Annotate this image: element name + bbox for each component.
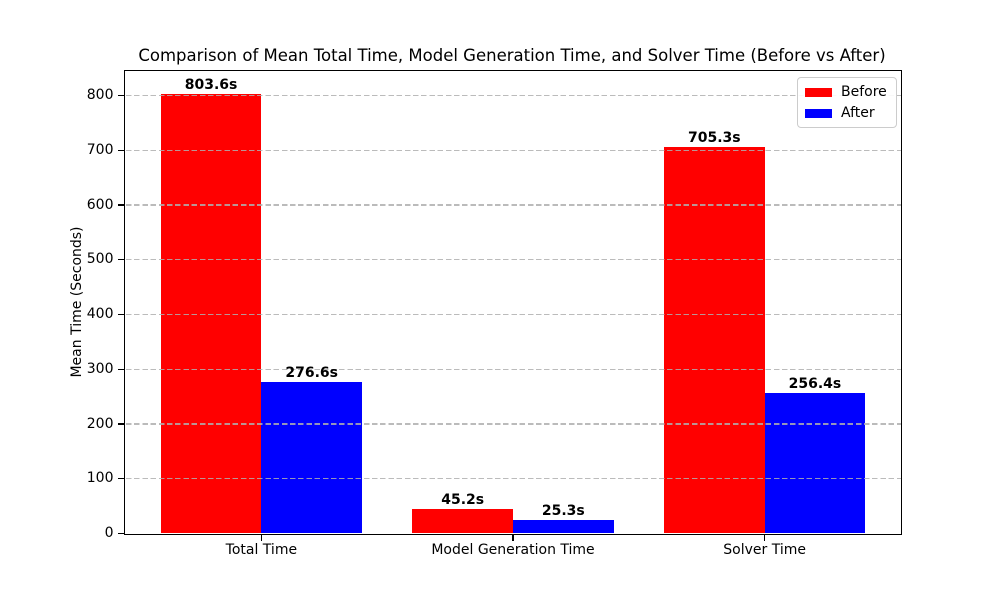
y-tick-label-700: 700 [86,141,114,158]
grid-line-600 [125,204,901,206]
y-tick-mark-400 [118,313,124,316]
grid-line-800 [125,94,901,97]
bar-value-label-before-total-time: 803.6s [184,76,238,93]
bar-value-label-after-solver-time: 256.4s [788,376,842,393]
y-tick-label-100: 100 [86,470,114,487]
grid-line-400 [125,313,901,316]
y-tick-label-400: 400 [86,306,114,323]
y-tick-mark-600 [118,204,124,206]
x-tick-label-total-time: Total Time [225,541,298,558]
legend-label-before: Before [841,84,887,100]
y-tick-label-800: 800 [86,87,114,104]
legend-entry-after: After [805,105,888,121]
y-tick-label-500: 500 [86,251,114,268]
bar-after-solver-time [764,393,866,534]
legend: Before After [797,77,897,128]
chart-title: Comparison of Mean Total Time, Model Gen… [138,46,886,65]
bar-after-model-generation-time [513,519,614,534]
bar-before-model-generation-time [412,508,513,534]
bar-value-label-after-model-generation-time: 25.3s [541,502,585,519]
y-tick-mark-100 [118,478,124,480]
bar-after-total-time [261,382,363,534]
grid-line-700 [125,149,901,151]
bar-value-label-after-total-time: 276.6s [285,365,338,382]
bar-before-total-time [160,93,262,534]
x-tick-mark-solver-time [763,535,766,541]
y-tick-mark-0 [118,532,124,535]
y-tick-mark-700 [118,149,124,151]
y-tick-mark-800 [118,94,124,97]
x-tick-mark-total-time [260,535,263,541]
y-tick-label-0: 0 [104,525,114,541]
x-tick-label-solver-time: Solver Time [723,541,806,558]
x-tick-label-model-generation-time: Model Generation Time [431,541,595,558]
bar-value-label-before-model-generation-time: 45.2s [441,491,485,508]
legend-swatch-before [805,87,832,97]
y-tick-mark-200 [118,423,124,425]
y-tick-label-600: 600 [86,196,114,213]
grid-line-500 [125,259,901,261]
legend-entry-before: Before [805,84,888,100]
bar-value-label-before-solver-time: 705.3s [687,130,741,147]
grid-line-100 [125,478,901,480]
y-tick-mark-300 [118,368,124,370]
y-tick-mark-500 [118,259,124,261]
grid-line-300 [125,368,901,370]
bar-before-solver-time [663,147,765,534]
grid-line-200 [125,423,901,425]
y-tick-label-300: 300 [86,360,114,377]
x-tick-mark-model-generation-time [512,535,514,541]
y-axis-label: Mean Time (Seconds) [69,226,85,378]
legend-label-after: After [841,105,875,121]
legend-swatch-after [805,108,832,118]
y-tick-label-200: 200 [86,415,114,432]
